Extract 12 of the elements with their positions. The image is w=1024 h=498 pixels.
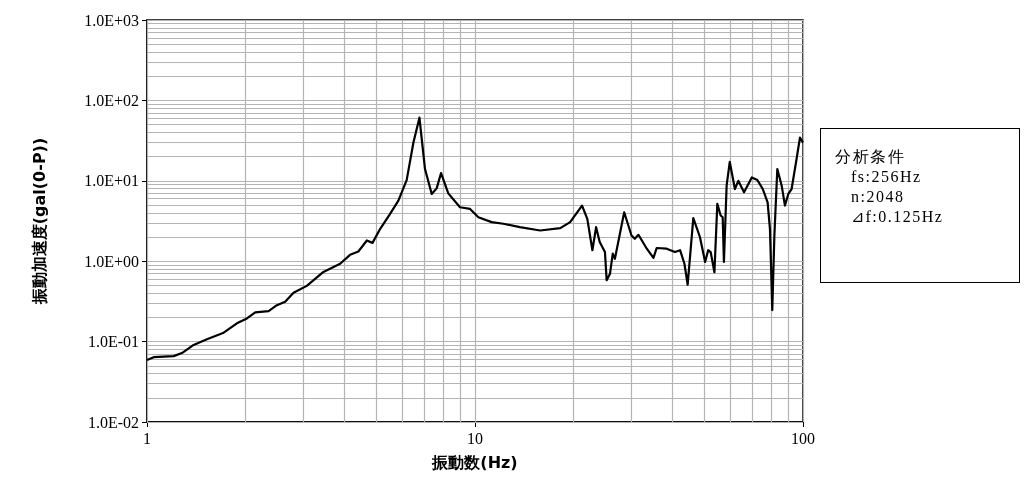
y-axis-title: 振動加速度(gal(0-P)): [29, 137, 49, 306]
y-tick-label: 1.0E+03: [84, 11, 139, 29]
notes-box: 分析条件 fs:256Hz n:2048 ⊿f:0.125Hz: [820, 128, 1020, 283]
y-tick-label: 1.0E+02: [84, 91, 139, 109]
y-tick-label: 1.0E-01: [87, 333, 139, 351]
x-tick-label: 100: [791, 429, 815, 447]
x-tick-label: 10: [467, 429, 483, 447]
x-axis-title: 振動数(Hz): [431, 452, 518, 472]
y-tick-label: 1.0E-02: [87, 413, 139, 431]
y-tick-label: 1.0E+00: [84, 252, 139, 270]
y-tick-label: 1.0E+01: [84, 172, 139, 190]
x-tick-label: 1: [143, 429, 151, 447]
